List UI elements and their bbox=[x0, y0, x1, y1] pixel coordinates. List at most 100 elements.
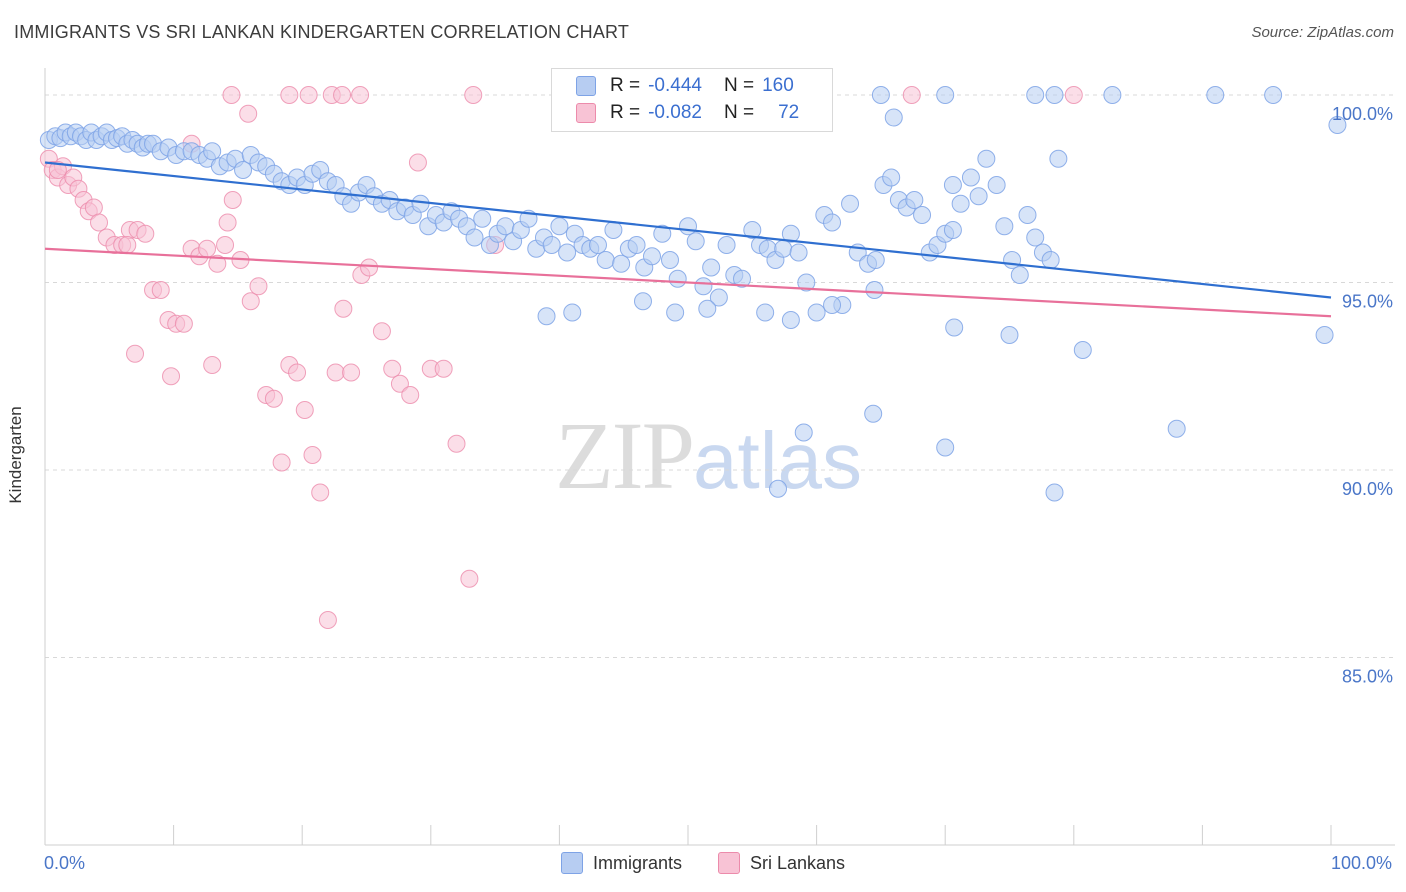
immigrants-point bbox=[743, 221, 762, 239]
trend-lines bbox=[44, 161, 1332, 318]
immigrants-point bbox=[781, 311, 800, 329]
y-tick-label: 100.0% bbox=[1332, 104, 1393, 124]
immigrants-point bbox=[969, 187, 988, 206]
sri-lankans-point bbox=[208, 254, 227, 273]
immigrants-point bbox=[660, 251, 679, 269]
immigrants-point bbox=[588, 236, 607, 254]
sri-lankans-n-value: 72 bbox=[778, 102, 800, 123]
immigrants-point bbox=[1045, 86, 1064, 104]
immigrants-point bbox=[797, 273, 816, 292]
sri-lankans-point bbox=[311, 483, 330, 502]
immigrants-point bbox=[1003, 251, 1022, 269]
immigrants-point bbox=[945, 318, 964, 337]
sri-lankans-point bbox=[239, 104, 258, 123]
y-axis-label: Kindergarten bbox=[6, 406, 25, 504]
source-credit: Source: ZipAtlas.com bbox=[1251, 24, 1394, 41]
sri-lankans-point bbox=[218, 213, 237, 232]
immigrants-point bbox=[995, 217, 1014, 236]
immigrants-point bbox=[823, 213, 842, 232]
sri-lankans-point bbox=[216, 236, 235, 254]
immigrants-trend-line bbox=[44, 161, 1332, 299]
immigrants-point bbox=[686, 232, 705, 251]
immigrants-point bbox=[1026, 86, 1045, 104]
legend-swatch-sri-lankans bbox=[717, 852, 740, 874]
sri-lankans-point bbox=[198, 239, 217, 258]
immigrants-point bbox=[542, 236, 561, 254]
sri-lankans-point bbox=[90, 213, 109, 232]
immigrants-point bbox=[1010, 266, 1029, 284]
sri-lankans-point bbox=[401, 386, 420, 404]
sri-lankans-point bbox=[126, 344, 145, 363]
series-sri-lankans bbox=[39, 86, 1083, 629]
immigrants-point bbox=[756, 303, 775, 322]
immigrants-point bbox=[558, 243, 577, 262]
n-label: N = bbox=[723, 102, 755, 123]
immigrants-point bbox=[1206, 86, 1225, 104]
zipatlas-watermark: ZIPatlas bbox=[555, 400, 862, 511]
sri-lankans-point bbox=[460, 569, 479, 588]
sri-lankans-point bbox=[272, 453, 291, 472]
immigrants-point bbox=[537, 307, 556, 326]
sri-lankans-point bbox=[241, 292, 260, 311]
immigrants-point bbox=[794, 423, 813, 442]
y-tick-label: 90.0% bbox=[1342, 479, 1393, 499]
legend-label-immigrants: Immigrants bbox=[592, 852, 682, 873]
n-label: N = bbox=[723, 75, 755, 96]
axes bbox=[44, 68, 1395, 846]
immigrants-point bbox=[1328, 116, 1347, 134]
legend-item-immigrants[interactable]: Immigrants bbox=[560, 852, 682, 874]
immigrants-n-value: 160 bbox=[762, 75, 794, 96]
immigrants-point bbox=[913, 206, 932, 224]
sri-lankans-point bbox=[351, 86, 370, 104]
immigrants-point bbox=[769, 479, 788, 498]
legend-item-sri-lankans[interactable]: Sri Lankans bbox=[717, 852, 846, 874]
sri-lankans-point bbox=[383, 359, 402, 378]
sri-lankans-point bbox=[360, 258, 379, 277]
immigrants-point bbox=[203, 142, 222, 161]
grid-lines bbox=[45, 94, 1395, 658]
immigrants-point bbox=[864, 404, 883, 423]
immigrants-point bbox=[1073, 341, 1092, 359]
sri-lankans-point bbox=[174, 314, 193, 333]
immigrants-point bbox=[865, 281, 884, 299]
immigrants-point bbox=[234, 161, 253, 179]
sri-lankans-point bbox=[280, 86, 299, 104]
immigrants-point bbox=[694, 277, 713, 296]
immigrants-point bbox=[841, 194, 860, 213]
immigrants-point bbox=[698, 299, 717, 318]
immigrants-point bbox=[1000, 326, 1019, 344]
immigrants-point bbox=[807, 303, 826, 322]
immigrants-point bbox=[774, 239, 793, 258]
immigrants-point bbox=[943, 176, 962, 194]
immigrants-point bbox=[951, 194, 970, 213]
sri-lankans-point bbox=[1064, 86, 1083, 104]
immigrants-point bbox=[653, 224, 672, 243]
immigrants-point bbox=[884, 108, 903, 127]
immigrants-point bbox=[961, 168, 980, 187]
immigrants-point bbox=[1167, 419, 1186, 438]
correlation-stats-box: R = -0.444 N = 160 R = -0.082 N = 72 bbox=[551, 68, 833, 132]
sri-lankans-point bbox=[464, 86, 483, 104]
sri-lankans-point bbox=[372, 322, 391, 341]
immigrants-point bbox=[702, 258, 721, 277]
sri-lankans-point bbox=[447, 434, 466, 453]
immigrants-point bbox=[1041, 251, 1060, 269]
stats-row-sri-lankans: R = -0.082 N = 72 bbox=[552, 100, 799, 126]
sri-lankans-point bbox=[136, 224, 155, 243]
sri-lankans-point bbox=[333, 86, 352, 104]
immigrants-point bbox=[596, 251, 615, 269]
immigrants-point bbox=[633, 292, 652, 311]
sri-lankans-point bbox=[334, 299, 353, 318]
immigrants-point bbox=[411, 194, 430, 213]
r-label: R = bbox=[610, 75, 641, 96]
immigrants-point bbox=[1045, 483, 1064, 502]
immigrants-point bbox=[733, 269, 752, 288]
legend-label-sri-lankans: Sri Lankans bbox=[749, 852, 846, 873]
sri-lankans-point bbox=[249, 277, 268, 296]
chart-legend: Immigrants Sri Lankans bbox=[0, 852, 1406, 874]
immigrants-point bbox=[781, 224, 800, 243]
sri-lankans-point bbox=[326, 363, 345, 382]
immigrants-swatch bbox=[576, 76, 596, 96]
immigrants-point bbox=[550, 217, 569, 236]
